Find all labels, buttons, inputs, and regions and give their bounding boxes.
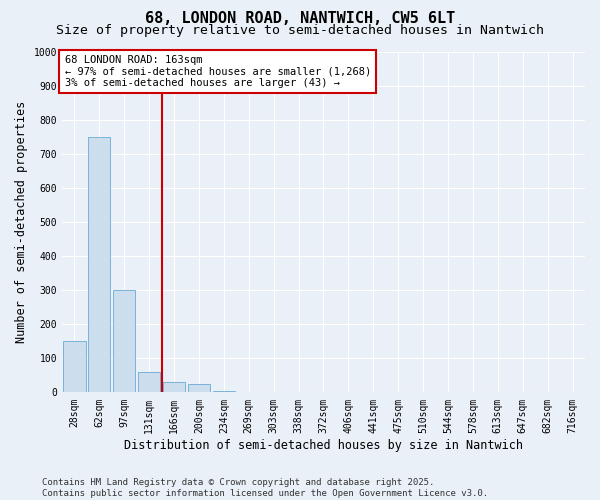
- Text: Contains HM Land Registry data © Crown copyright and database right 2025.
Contai: Contains HM Land Registry data © Crown c…: [42, 478, 488, 498]
- X-axis label: Distribution of semi-detached houses by size in Nantwich: Distribution of semi-detached houses by …: [124, 440, 523, 452]
- Bar: [212, 390, 235, 392]
- Text: 68, LONDON ROAD, NANTWICH, CW5 6LT: 68, LONDON ROAD, NANTWICH, CW5 6LT: [145, 11, 455, 26]
- Text: 68 LONDON ROAD: 163sqm
← 97% of semi-detached houses are smaller (1,268)
3% of s: 68 LONDON ROAD: 163sqm ← 97% of semi-det…: [65, 55, 371, 88]
- Text: Size of property relative to semi-detached houses in Nantwich: Size of property relative to semi-detach…: [56, 24, 544, 37]
- Bar: [113, 290, 136, 392]
- Bar: [188, 384, 210, 392]
- Bar: [138, 372, 160, 392]
- Bar: [163, 382, 185, 392]
- Bar: [88, 136, 110, 392]
- Y-axis label: Number of semi-detached properties: Number of semi-detached properties: [15, 101, 28, 343]
- Bar: [63, 342, 86, 392]
